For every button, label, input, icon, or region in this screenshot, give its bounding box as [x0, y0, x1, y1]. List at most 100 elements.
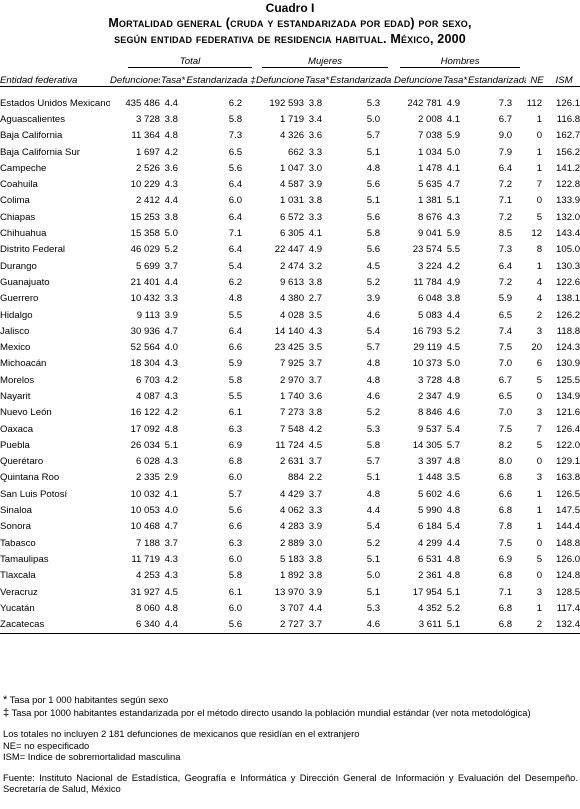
value-cell: 6.8 [498, 505, 513, 517]
value-cell: 7 188 [135, 537, 160, 549]
value-cell: 126.4 [556, 423, 580, 435]
value-cell: 4.3 [164, 456, 178, 468]
value-cell: 11 364 [131, 130, 160, 142]
entidad-cell: San Luis Potosí [0, 488, 68, 500]
value-cell: 5.8 [228, 113, 243, 125]
value-cell: 4 283 [280, 521, 305, 533]
value-cell: 6.6 [228, 521, 243, 533]
col-ne: NE [526, 68, 549, 87]
value-cell: 122.8 [556, 179, 580, 191]
value-cell: 6 531 [418, 553, 443, 565]
table-row: Estados Unidos Mexicanos 435 486 4.4 6.2 192… [0, 95, 580, 111]
value-cell: 662 [288, 146, 305, 158]
value-cell: 3.0 [308, 162, 323, 174]
value-cell: 6.8 [498, 472, 513, 484]
entidad-cell: Veracruz [0, 586, 38, 598]
entidad-cell: Sonora [0, 521, 31, 533]
value-cell: 1 [536, 162, 543, 174]
value-cell: 7 273 [280, 407, 305, 419]
value-cell: 10 229 [130, 179, 160, 191]
value-cell: 6.4 [228, 244, 243, 256]
entidad-cell: Chihuahua [0, 228, 47, 240]
value-cell: 7.1 [498, 195, 513, 207]
value-cell: 5 635 [418, 179, 443, 191]
table-row: Aguascalientes 3 728 3.8 5.8 1 719 3.4 5.0 2 00… [0, 111, 580, 127]
table-row: Colima 2 412 4.4 6.0 1 031 3.8 5.1 1 381 5.1 7.1 0… [0, 193, 580, 209]
value-cell: 118.8 [556, 325, 580, 337]
value-cell: 5.2 [446, 602, 461, 614]
value-cell: 4.6 [366, 390, 381, 402]
value-cell: 3 224 [418, 260, 443, 272]
value-cell: 4.3 [164, 179, 178, 191]
value-cell: 5.1 [164, 439, 178, 451]
value-cell: 7.2 [498, 276, 513, 288]
value-cell: 4.1 [308, 228, 323, 240]
value-cell: 23 574 [412, 244, 443, 256]
value-cell: 6.9 [498, 553, 513, 565]
value-cell: 3.4 [308, 113, 323, 125]
value-cell: 0 [536, 570, 543, 582]
value-cell: 0 [536, 456, 543, 468]
value-cell: 3.5 [308, 342, 323, 354]
value-cell: 6.8 [228, 456, 243, 468]
value-cell: 21 401 [130, 276, 160, 288]
value-cell: 4.5 [366, 260, 381, 272]
value-cell: 2 [536, 309, 543, 321]
value-cell: 126.5 [556, 488, 580, 500]
table-row: Tamaulipas 11 719 4.3 6.0 5 183 3.8 5.1 6 531 4.… [0, 551, 580, 567]
value-cell: 4.3 [446, 211, 461, 223]
note-totales: Los totales no incluyen 2 181 defuncione… [3, 728, 360, 739]
value-cell: 122.6 [556, 276, 580, 288]
table-row: Sinaloa 10 053 4.0 5.6 4 062 3.3 4.4 5 990 4.8 6.… [0, 502, 580, 518]
value-cell: 8 846 [418, 407, 443, 419]
value-cell: 5 [536, 374, 543, 386]
value-cell: 10 432 [130, 293, 160, 305]
note-ne: NE= no especificado [3, 739, 90, 751]
entidad-cell: Aguascalientes [0, 113, 66, 125]
value-cell: 5.3 [366, 97, 381, 109]
value-cell: 3.0 [308, 537, 323, 549]
value-cell: 4.3 [164, 570, 178, 582]
value-cell: 6.1 [228, 407, 243, 419]
value-cell: 2 008 [418, 113, 443, 125]
value-cell: 1 [536, 113, 543, 125]
value-cell: 2 526 [135, 162, 160, 174]
value-cell: 4.2 [164, 374, 178, 386]
value-cell: 4.8 [164, 602, 178, 614]
column-header-row: Entidad federativa Defunciones Tasa* Est… [0, 68, 580, 87]
value-cell: 5.9 [446, 130, 461, 142]
value-cell: 5 602 [418, 488, 443, 500]
value-cell: 6.5 [498, 309, 513, 321]
value-cell: 10 032 [130, 488, 160, 500]
value-cell: 3.8 [164, 211, 178, 223]
value-cell: 16 122 [130, 407, 160, 419]
value-cell: 16 793 [412, 325, 443, 337]
value-cell: 4.4 [308, 602, 323, 614]
value-cell: 4 087 [135, 390, 160, 402]
value-cell: 3 611 [394, 616, 443, 634]
value-cell: 1 [536, 146, 543, 158]
value-cell: 3.8 [308, 195, 323, 207]
value-cell: 4.2 [164, 146, 178, 158]
value-cell: 4.4 [446, 537, 461, 549]
entidad-cell: Quintana Roo [0, 472, 60, 484]
value-cell: 2.7 [308, 293, 323, 305]
table-row: Guerrero 10 432 3.3 4.8 4 380 2.7 3.9 6 048 3.8 5… [0, 291, 580, 307]
value-cell: 4.3 [164, 358, 178, 370]
value-cell: 3 [536, 586, 543, 598]
value-cell: 162.7 [556, 130, 580, 142]
value-cell: 6.7 [498, 374, 513, 386]
value-cell: 3.8 [308, 407, 323, 419]
value-cell: 7 548 [280, 423, 305, 435]
value-cell: 7.3 [498, 97, 513, 109]
value-cell: 4.4 [164, 195, 178, 207]
value-cell: 1 [536, 488, 543, 500]
value-cell: 5.8 [366, 439, 381, 451]
value-cell: 124.3 [556, 342, 580, 354]
value-cell: 6.1 [228, 586, 243, 598]
table-row: Nuevo León 16 122 4.2 6.1 7 273 3.8 5.2 8 846 4.… [0, 405, 580, 421]
value-cell: 143.4 [556, 228, 580, 240]
value-cell: 5 183 [280, 553, 305, 565]
entidad-cell: Baja California Sur [0, 146, 80, 158]
value-cell: 5.9 [498, 293, 513, 305]
